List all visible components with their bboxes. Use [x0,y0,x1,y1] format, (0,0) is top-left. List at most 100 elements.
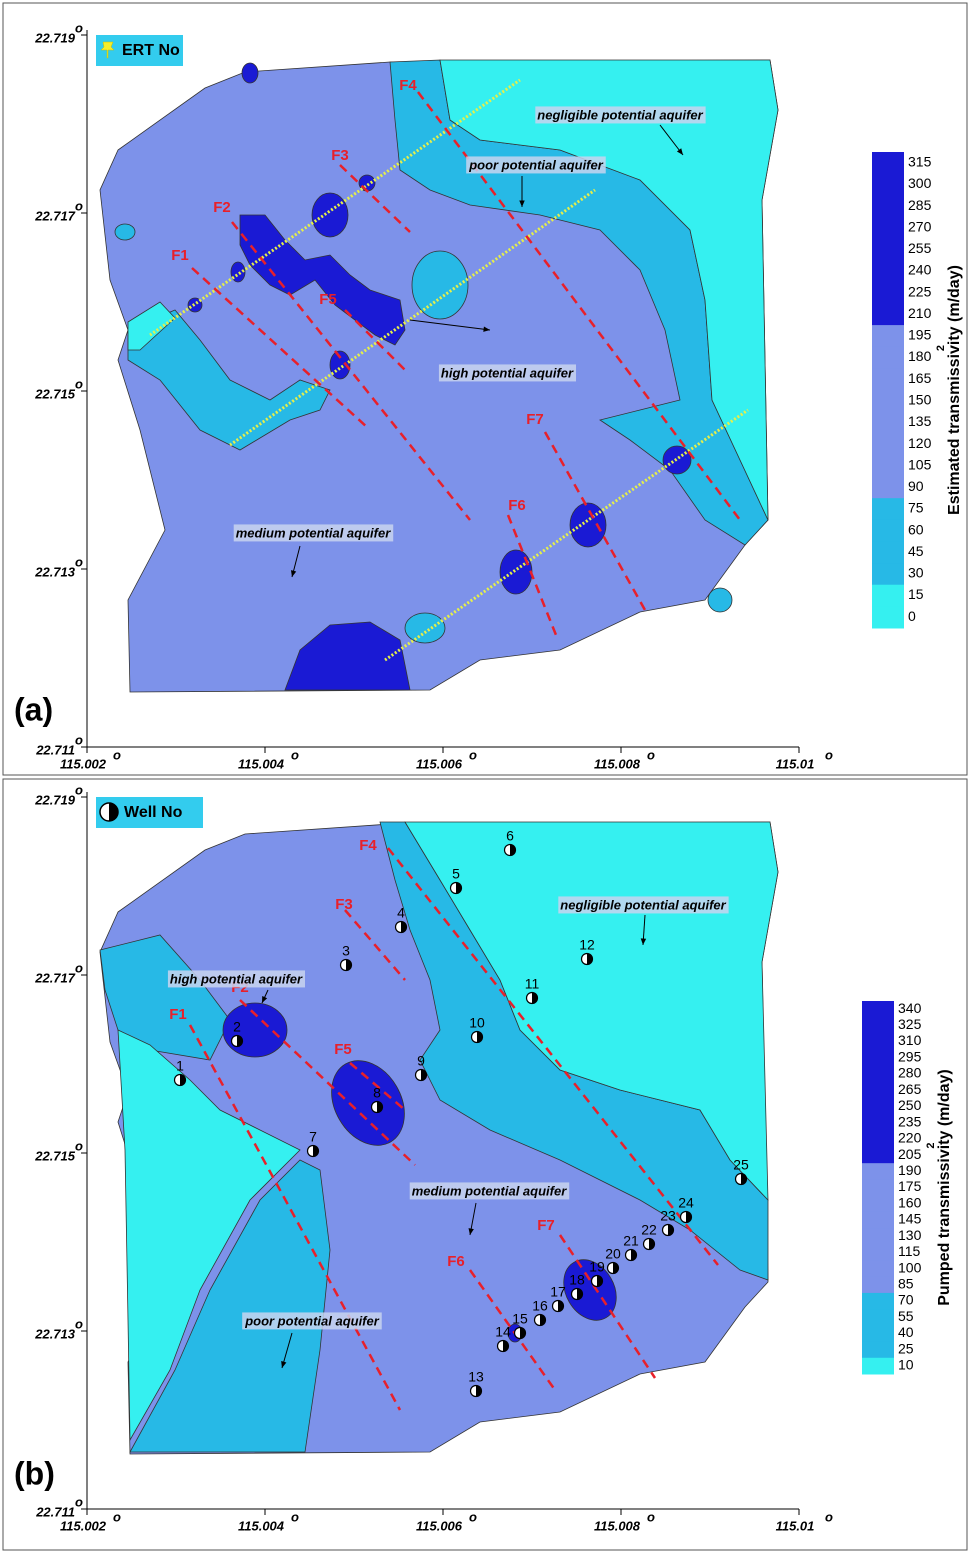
colorbar-cell [872,541,904,564]
colorbar-label: 210 [908,305,932,321]
colorbar-label: 285 [908,197,932,213]
colorbar-cell [872,346,904,369]
colorbar-cell [872,238,904,261]
colorbar-label: 25 [898,1340,914,1356]
y-tick-label: 22.711 [35,742,75,757]
colorbar-label: 255 [908,240,932,256]
colorbar-cell [872,433,904,456]
degree: o [75,1138,83,1153]
colorbar-label: 150 [908,392,932,408]
x-tick-label: 115.002 [60,756,107,771]
fault-label: F1 [171,247,189,264]
colorbar-label: 60 [908,521,924,537]
colorbar-cell [862,1017,894,1034]
degree: o [113,747,121,762]
colorbar-cell [862,1163,894,1180]
well-half [631,1249,637,1261]
arrow-head [483,326,490,332]
colorbar-cell [862,1357,894,1375]
colorbar-label: 105 [908,456,932,472]
colorbar-label: 135 [908,413,932,429]
colorbar-cell [862,1211,894,1229]
degree: o [75,1316,83,1331]
well-half [377,1101,383,1113]
panel-label: (a) [14,691,53,727]
colorbar-label: 240 [908,262,932,278]
colorbar-label: 175 [898,1178,922,1194]
colorbar-label: 165 [908,370,932,386]
arrow-head [519,200,525,207]
annotation-box [535,106,706,124]
colorbar-label: 15 [908,586,924,602]
colorbar-label: 195 [908,327,932,343]
well-half [668,1224,674,1236]
degree: o [825,747,833,762]
arrow-head [281,1361,287,1368]
colorbar-label: 220 [898,1130,922,1146]
degree: o [75,782,83,797]
colorbar-cell [872,454,904,478]
colorbar-cell [862,1260,894,1278]
colorbar-label: 160 [898,1194,922,1210]
colorbar-superscript: 2 [925,1142,937,1148]
colorbar-cell [872,195,904,218]
degree: o [75,732,83,747]
fault-label: F1 [169,1006,187,1023]
well-label: 3 [342,943,350,959]
panel-frame [2,778,968,1551]
annotation-box [233,524,394,542]
colorbar-label: 265 [898,1081,922,1097]
well-half [346,959,352,971]
degree: o [75,554,83,569]
well-half [477,1031,483,1043]
well-label: 6 [506,828,514,844]
fault-label: F6 [508,497,526,514]
fault-label: F7 [537,1217,555,1234]
colorbar-cell [862,1049,894,1067]
well-label: 2 [233,1019,241,1035]
colorbar-title: Pumped transmissivity (m/day) [936,1069,953,1306]
x-tick-label: 115.01 [776,1518,815,1533]
colorbar-cell [862,1341,894,1359]
well-label: 11 [525,976,540,992]
legend-a: ERT No [96,35,183,66]
colorbar-cell [872,519,904,542]
colorbar-cell [872,476,904,499]
colorbar-title: Estimated transmissivity (m/day) [946,265,963,515]
colorbar-label: 280 [898,1065,922,1081]
annotation: medium potential aquifer [236,525,392,540]
annotation-box [438,364,577,382]
annotation-box [558,896,729,914]
well-label: 1 [176,1058,184,1074]
well-label: 18 [569,1272,585,1288]
annotation-box [409,1182,570,1200]
degree: o [291,747,299,762]
fault-line [349,1062,406,1111]
well-label: 25 [733,1157,749,1173]
colorbar-cell [872,584,904,607]
well-half [476,1385,482,1397]
well-half [180,1074,186,1086]
well-half [421,1069,427,1081]
colorbar-cell [872,606,904,629]
degree: o [647,1509,655,1524]
well-half [613,1262,619,1274]
y-tick-label: 22.713 [34,564,76,579]
degree: o [75,960,83,975]
colorbar-label: 40 [898,1324,914,1340]
annotation-box [167,970,306,988]
colorbar-label: 315 [908,154,932,170]
fault-line [468,1269,557,1391]
panel-frame [2,2,968,776]
colorbar-cell [862,1033,894,1051]
y-tick-label: 22.717 [34,208,76,223]
colorbar-label: 115 [898,1243,921,1259]
fault-label: F3 [335,896,353,913]
annotation: high potential aquifer [170,971,303,986]
annotation: high potential aquifer [441,365,574,380]
colorbar-cell [862,1276,894,1294]
fault-line [231,221,471,521]
colorbar-label: 45 [908,543,924,559]
fault-label: F5 [319,291,337,308]
